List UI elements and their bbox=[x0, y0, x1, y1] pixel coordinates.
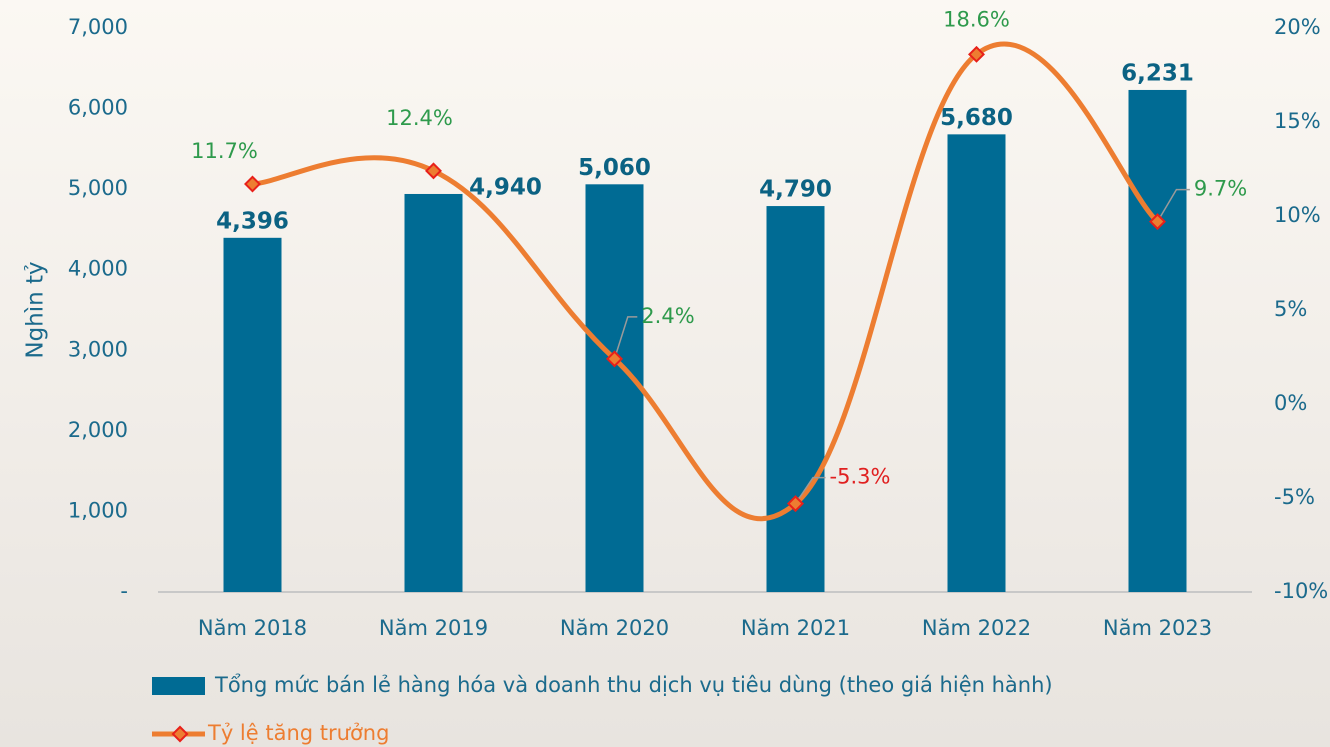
bar-value-label: 4,940 bbox=[469, 174, 542, 200]
y-tick-label: 1,000 bbox=[68, 498, 128, 522]
line-marker bbox=[787, 495, 804, 513]
y2-tick-label: 0% bbox=[1274, 391, 1307, 415]
line-value-label: -5.3% bbox=[830, 465, 891, 489]
y-tick-label: 7,000 bbox=[68, 15, 128, 39]
bar bbox=[585, 184, 644, 592]
y2-tick-label: 10% bbox=[1274, 203, 1321, 227]
bar bbox=[766, 206, 825, 592]
x-tick-label: Năm 2022 bbox=[922, 616, 1031, 640]
bar-value-label: 5,680 bbox=[940, 105, 1013, 131]
y-axis-label: Nghìn tỷ bbox=[23, 261, 49, 358]
y2-tick-label: -5% bbox=[1274, 485, 1315, 509]
y2-tick-label: 20% bbox=[1274, 15, 1321, 39]
y-tick-label: 2,000 bbox=[68, 418, 128, 442]
line-value-label: 2.4% bbox=[641, 304, 694, 328]
line-marker bbox=[425, 162, 442, 180]
x-tick-label: Năm 2023 bbox=[1103, 616, 1212, 640]
y-tick-label: 6,000 bbox=[68, 96, 128, 120]
line-marker bbox=[606, 350, 623, 368]
x-tick-label: Năm 2021 bbox=[741, 616, 850, 640]
x-tick-label: Năm 2019 bbox=[379, 616, 488, 640]
leader-line bbox=[794, 476, 826, 505]
bar bbox=[947, 134, 1006, 592]
y-tick-label: - bbox=[120, 579, 128, 603]
legend-label: Tỷ lệ tăng trưởng bbox=[207, 721, 389, 745]
line-marker bbox=[244, 175, 261, 193]
leader-line bbox=[613, 316, 638, 360]
y-tick-label: 4,000 bbox=[68, 257, 128, 281]
x-tick-label: Năm 2020 bbox=[560, 616, 669, 640]
bar-value-label: 4,790 bbox=[759, 177, 832, 203]
legend-marker bbox=[171, 725, 189, 743]
line-value-label: 12.4% bbox=[386, 106, 453, 130]
y2-tick-label: 15% bbox=[1274, 109, 1321, 133]
line-marker bbox=[1149, 213, 1166, 231]
line-value-label: 11.7% bbox=[191, 139, 258, 163]
y2-tick-label: -10% bbox=[1274, 579, 1328, 603]
x-tick-label: Năm 2018 bbox=[198, 616, 307, 640]
bar-value-label: 5,060 bbox=[578, 155, 651, 181]
bar bbox=[404, 193, 463, 592]
bar bbox=[1128, 89, 1187, 593]
legend-label: Tổng mức bán lẻ hàng hóa và doanh thu dị… bbox=[214, 673, 1053, 697]
leader-line bbox=[1156, 188, 1190, 223]
line-marker bbox=[968, 45, 985, 63]
y2-tick-label: 5% bbox=[1274, 297, 1307, 321]
bar-value-label: 4,396 bbox=[216, 208, 289, 234]
y-tick-label: 3,000 bbox=[68, 337, 128, 361]
line-value-label: 18.6% bbox=[943, 7, 1010, 31]
bar-value-label: 6,231 bbox=[1121, 60, 1194, 86]
line-value-label: 9.7% bbox=[1194, 177, 1247, 201]
bar bbox=[223, 237, 282, 593]
y-tick-label: 5,000 bbox=[68, 176, 128, 200]
legend-swatch bbox=[152, 677, 205, 695]
